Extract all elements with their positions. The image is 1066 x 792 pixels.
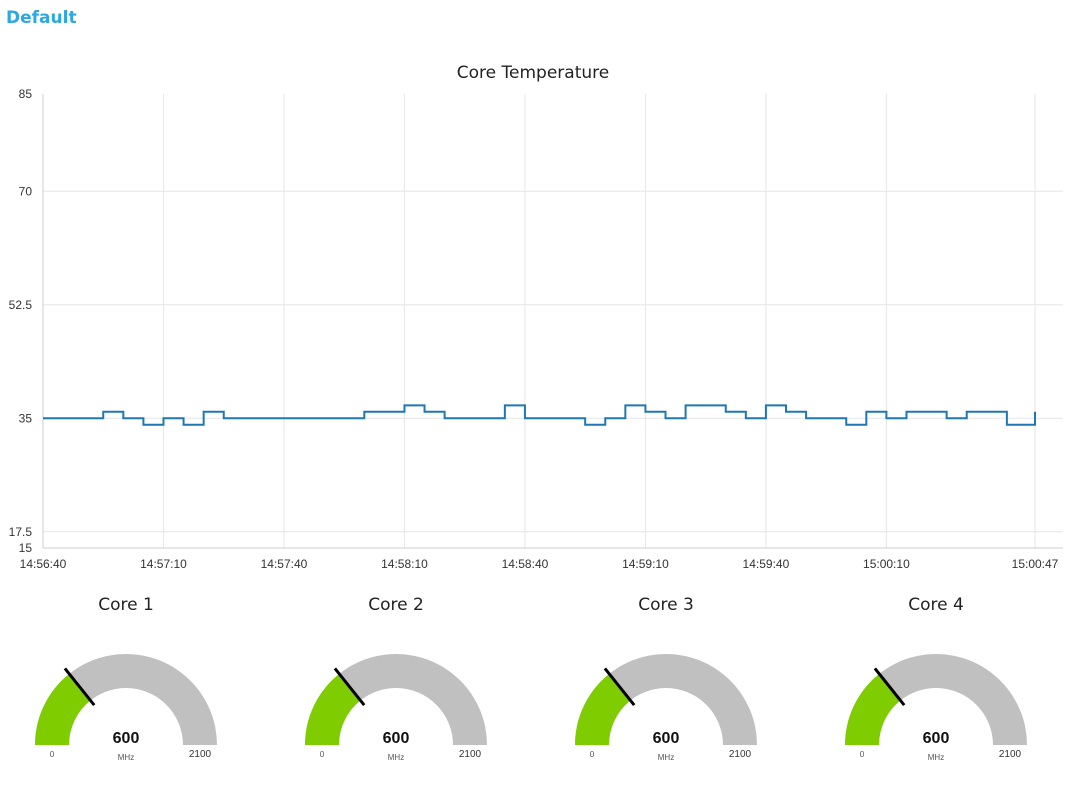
gauge-dial: 600 MHz 0 2100 [35,654,217,762]
gauge-title: Core 1 [98,595,154,615]
x-tick-label: 14:56:40 [20,557,67,571]
gauge-dial: 600 MHz 0 2100 [845,654,1027,762]
gauge-title: Core 3 [638,595,694,615]
series-line [43,404,1036,426]
gauge-needle [63,667,96,707]
gauge-track [305,654,487,745]
gauge-max-label: 2100 [189,749,212,760]
y-tick-label: 70 [19,184,33,198]
x-tick-label: 15:00:47 [1012,557,1059,571]
gauge-value: 600 [653,730,680,747]
gauge-min-label: 0 [320,750,325,759]
gauge-units: MHz [118,753,134,762]
gauge-track [845,654,1027,745]
y-tick-label: 15 [19,541,33,555]
x-tick-label: 14:57:10 [140,557,187,571]
gauge-core-1: Core 1 600 MHz 0 2100 [11,595,241,775]
gauge-fill [845,673,901,745]
y-tick-label: 85 [19,87,33,101]
x-tick-label: 14:59:40 [743,557,790,571]
gauge-fill [35,673,91,745]
gauge-units: MHz [928,753,944,762]
gauge-core-4: Core 4 600 MHz 0 2100 [821,595,1051,775]
gauge-track [35,654,217,745]
y-tick-label: 17.5 [9,525,33,539]
gauge-core-3: Core 3 600 MHz 0 2100 [551,595,781,775]
gauge-units: MHz [388,753,404,762]
gauge-min-label: 0 [590,750,595,759]
y-tick-label: 35 [19,411,33,425]
gauge-title: Core 2 [368,595,424,615]
gauge-max-label: 2100 [459,749,482,760]
gauge-max-label: 2100 [729,749,752,760]
gauge-needle [873,667,906,707]
x-tick-label: 15:00:10 [863,557,910,571]
gauge-fill [305,673,361,745]
gauge-max-label: 2100 [999,749,1022,760]
gauge-needle [333,667,366,707]
gauge-fill [575,673,631,745]
gauge-units: MHz [658,753,674,762]
gauge-value: 600 [383,730,410,747]
gauge-title: Core 4 [908,595,964,615]
gauge-value: 600 [923,730,950,747]
gauge-min-label: 0 [50,750,55,759]
page-title: Default [6,8,77,28]
gauge-track [575,654,757,745]
gauge-dial: 600 MHz 0 2100 [305,654,487,762]
x-tick-label: 14:58:10 [381,557,428,571]
gauge-min-label: 0 [860,750,865,759]
gauge-core-2: Core 2 600 MHz 0 2100 [281,595,511,775]
x-tick-label: 14:57:40 [261,557,308,571]
x-tick-label: 14:59:10 [622,557,669,571]
gauge-value: 600 [113,730,140,747]
x-tick-label: 14:58:40 [502,557,549,571]
core-temperature-chart: 85 70 52.5 35 17.5 15 14:56:40 14:57:10 14:57:40… [9,87,1063,571]
gauge-needle [603,667,636,707]
y-tick-label: 52.5 [9,298,33,312]
gauge-dial: 600 MHz 0 2100 [575,654,757,762]
chart-title: Core Temperature [456,63,610,83]
